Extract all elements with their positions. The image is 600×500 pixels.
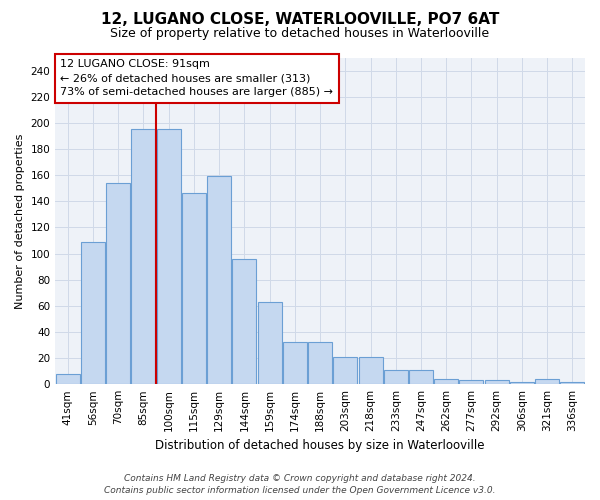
Bar <box>384 370 408 384</box>
Bar <box>131 130 155 384</box>
Bar <box>56 374 80 384</box>
Y-axis label: Number of detached properties: Number of detached properties <box>15 133 25 308</box>
Bar <box>106 183 130 384</box>
X-axis label: Distribution of detached houses by size in Waterlooville: Distribution of detached houses by size … <box>155 440 485 452</box>
Bar <box>182 194 206 384</box>
Bar <box>232 258 256 384</box>
Bar <box>434 379 458 384</box>
Bar <box>308 342 332 384</box>
Text: Size of property relative to detached houses in Waterlooville: Size of property relative to detached ho… <box>110 28 490 40</box>
Bar <box>535 379 559 384</box>
Bar <box>334 356 357 384</box>
Bar <box>81 242 105 384</box>
Bar <box>207 176 231 384</box>
Bar <box>359 356 383 384</box>
Bar <box>257 302 281 384</box>
Text: 12 LUGANO CLOSE: 91sqm
← 26% of detached houses are smaller (313)
73% of semi-de: 12 LUGANO CLOSE: 91sqm ← 26% of detached… <box>61 59 334 97</box>
Bar <box>157 130 181 384</box>
Bar <box>460 380 484 384</box>
Bar <box>560 382 584 384</box>
Bar <box>485 380 509 384</box>
Bar <box>409 370 433 384</box>
Text: 12, LUGANO CLOSE, WATERLOOVILLE, PO7 6AT: 12, LUGANO CLOSE, WATERLOOVILLE, PO7 6AT <box>101 12 499 28</box>
Bar <box>283 342 307 384</box>
Bar <box>510 382 534 384</box>
Text: Contains HM Land Registry data © Crown copyright and database right 2024.
Contai: Contains HM Land Registry data © Crown c… <box>104 474 496 495</box>
